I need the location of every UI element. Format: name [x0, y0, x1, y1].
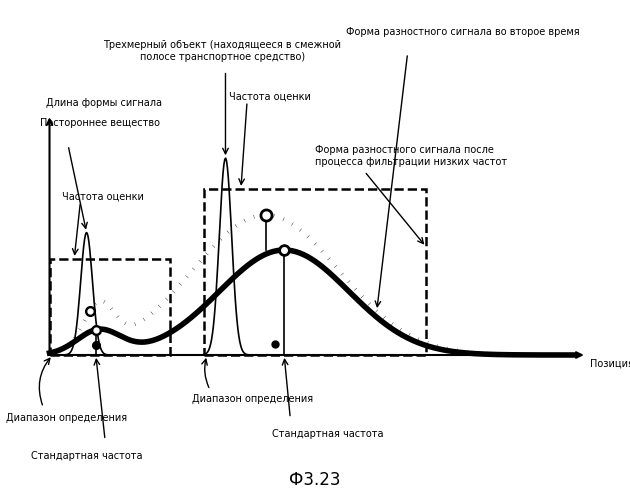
Text: Длина формы сигнала: Длина формы сигнала [47, 98, 163, 108]
Text: Стандартная частота: Стандартная частота [272, 430, 383, 440]
Text: Диапазон определения: Диапазон определения [6, 414, 127, 424]
Text: Диапазон определения: Диапазон определения [192, 394, 312, 404]
Text: Частота оценки: Частота оценки [229, 91, 311, 101]
Bar [50, 259, 170, 355]
Text: Постороннее вещество: Постороннее вещество [40, 118, 160, 128]
Text: Стандартная частота: Стандартная частота [31, 451, 142, 461]
Text: Позиция обнаружения: Позиция обнаружения [590, 360, 630, 370]
Text: Ф3.23: Ф3.23 [289, 470, 341, 488]
Text: Форма разностного сигнала во второе время: Форма разностного сигнала во второе врем… [346, 27, 580, 37]
Text: Частота оценки: Частота оценки [62, 192, 144, 202]
Bar [204, 188, 426, 355]
Text: Трехмерный объект (находящееся в смежной
полосе транспортное средство): Трехмерный объект (находящееся в смежной… [103, 40, 341, 62]
Text: Форма разностного сигнала после
процесса фильтрации низких частот: Форма разностного сигнала после процесса… [315, 145, 507, 167]
